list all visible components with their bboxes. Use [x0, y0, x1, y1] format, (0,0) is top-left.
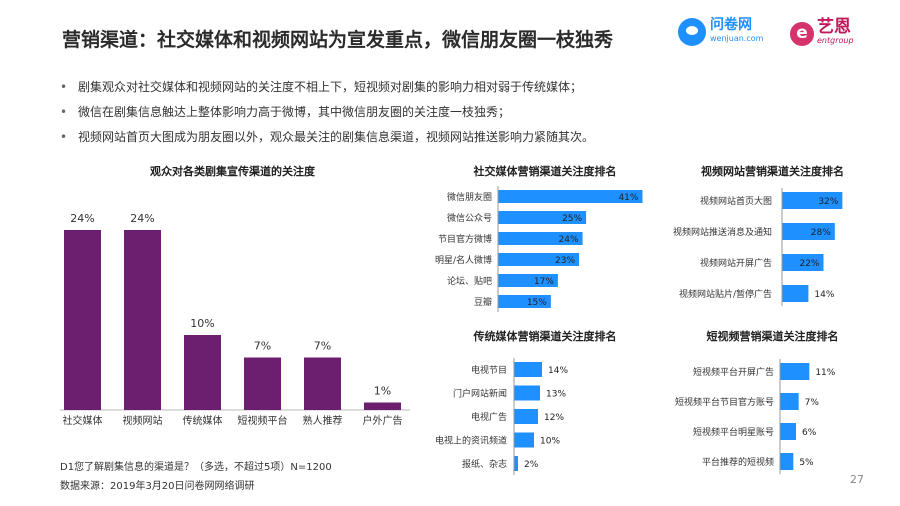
- yien-logo-en: entgroup: [817, 36, 854, 45]
- chart1-value-label-5: 15%: [527, 298, 547, 308]
- chart2-value-label-0: 32%: [818, 197, 838, 207]
- x-tick-label-2: 传统媒体: [183, 414, 223, 427]
- chart4-category-label-0: 短视频平台开屏广告: [693, 366, 774, 378]
- summary-bullets: 剧集观众对社交媒体和视频网站的关注度不相上下，短视频对剧集的影响力相对弱于传统媒…: [60, 80, 840, 155]
- chart2-bar-3: [782, 285, 809, 302]
- chart1-value-label-4: 17%: [534, 277, 554, 287]
- chart2-value-label-1: 28%: [811, 228, 831, 238]
- chart1-bar-1: [498, 211, 587, 224]
- chart3-bar-2: [514, 409, 538, 424]
- wenjuan-logo-cn: 问卷网: [710, 17, 752, 33]
- chart3-category-label-1: 门户网站新闻: [453, 388, 507, 400]
- page-number: 27: [850, 473, 864, 486]
- logos: 问卷网 wenjuan.com e 艺恩 entgroup: [678, 18, 893, 60]
- chart3-bar-4: [514, 456, 518, 471]
- bullet-item: 剧集观众对社交媒体和视频网站的关注度不相上下，短视频对剧集的影响力相对弱于传统媒…: [60, 80, 840, 105]
- x-tick-label-1: 视频网站: [123, 414, 163, 427]
- chart4-bar-1: [780, 393, 799, 410]
- bar-1: [124, 230, 161, 410]
- bar-value-label-2: 10%: [190, 317, 214, 330]
- chart2-bar-1: [782, 223, 835, 240]
- chart1-bar-4: [498, 274, 558, 287]
- chart1-category-label-0: 微信朋友圈: [447, 191, 492, 203]
- traditional-chart-title: 传统媒体营销渠道关注度排名: [473, 330, 617, 343]
- chart2-category-label-2: 视频网站开屏广告: [700, 257, 772, 269]
- chart2-category-label-1: 视频网站推送消息及通知: [673, 226, 772, 238]
- chart2-bar-2: [782, 254, 824, 271]
- chart3-value-label-3: 10%: [540, 437, 560, 447]
- x-tick-label-5: 户外广告: [363, 414, 403, 427]
- x-tick-label-3: 短视频平台: [238, 414, 288, 427]
- wenjuan-logo: 问卷网 wenjuan.com: [678, 18, 763, 46]
- bullet-item: 微信在剧集信息触达上整体影响力高于微博，其中微信朋友圈的关注度一枝独秀；: [60, 105, 840, 130]
- chart2-category-label-3: 视频网站贴片/暂停广告: [679, 288, 772, 300]
- wenjuan-logo-en: wenjuan.com: [710, 34, 764, 43]
- chart3-value-label-1: 13%: [546, 390, 566, 400]
- video-chart-title: 视频网站营销渠道关注度排名: [701, 165, 844, 178]
- chart2-value-label-2: 22%: [799, 259, 819, 269]
- chart1-category-label-3: 明星/名人微博: [435, 254, 492, 266]
- bar-3: [244, 357, 281, 410]
- wenjuan-logo-icon: [678, 18, 706, 46]
- chart1-bar-5: [498, 295, 551, 308]
- main-chart-title: 观众对各类剧集宣传渠道的关注度: [150, 165, 315, 178]
- social-chart-title: 社交媒体营销渠道关注度排名: [473, 165, 617, 178]
- chart4-category-label-2: 短视频平台明星账号: [693, 426, 774, 438]
- yien-logo: e 艺恩 entgroup: [790, 17, 854, 48]
- chart3-bar-1: [514, 385, 540, 401]
- chart1-category-label-5: 豆瓣: [474, 297, 492, 308]
- x-tick-label-4: 熟人推荐: [303, 414, 343, 427]
- chart3-category-label-3: 电视上的资讯频道: [435, 435, 507, 447]
- bar-5: [364, 402, 401, 410]
- chart4-value-label-1: 7%: [805, 398, 820, 408]
- bar-value-label-3: 7%: [254, 340, 271, 353]
- chart4-value-label-3: 5%: [799, 458, 814, 468]
- bullet-item: 视频网站首页大图成为朋友圈以外，观众最关注的剧集信息渠道，视频网站推送影响力紧随…: [60, 130, 840, 155]
- chart1-category-label-2: 节目官方微博: [438, 233, 492, 245]
- chart1-category-label-4: 论坛、贴吧: [447, 275, 492, 287]
- page-title: 营销渠道：社交媒体和视频网站为宣发重点，微信朋友圈一枝独秀: [62, 29, 614, 51]
- chart2-value-label-3: 14%: [814, 290, 834, 300]
- chart1-bar-0: [498, 190, 643, 203]
- bar-value-label-4: 7%: [314, 340, 331, 353]
- chart1-value-label-3: 23%: [555, 256, 575, 266]
- chart4-category-label-3: 平台推荐的短视频: [702, 456, 774, 468]
- chart3-value-label-4: 2%: [524, 460, 539, 470]
- chart4-value-label-2: 6%: [802, 428, 817, 438]
- bar-0: [64, 230, 101, 410]
- chart3-category-label-0: 电视节目: [471, 364, 507, 376]
- chart1-bar-2: [498, 232, 583, 245]
- chart4-bar-2: [780, 423, 796, 440]
- bar-4: [304, 357, 341, 410]
- chart3-bar-3: [514, 432, 534, 448]
- bar-2: [184, 335, 221, 410]
- chart3-value-label-2: 12%: [544, 413, 564, 423]
- chart1-category-label-1: 微信公众号: [447, 212, 492, 224]
- chart3-bar-0: [514, 362, 542, 377]
- chart3-category-label-2: 电视广告: [471, 411, 507, 423]
- chart1-value-label-0: 41%: [618, 193, 638, 203]
- chart2-category-label-0: 视频网站首页大图: [700, 195, 772, 207]
- chart1-bar-3: [498, 253, 580, 266]
- footnote-question: D1您了解剧集信息的渠道是？（多选，不超过5项）N=1200: [60, 462, 332, 473]
- chart1-value-label-1: 25%: [562, 214, 582, 224]
- yien-logo-icon: e: [790, 22, 814, 46]
- shortvideo-chart-title: 短视频营销渠道关注度排名: [706, 330, 839, 343]
- bar-value-label-1: 24%: [130, 212, 154, 225]
- chart1-value-label-2: 24%: [559, 235, 579, 245]
- bar-value-label-0: 24%: [70, 212, 94, 225]
- chart4-bar-3: [780, 453, 794, 470]
- footnote-source: 数据来源：2019年3月20日问卷网网络调研: [60, 481, 255, 492]
- bar-value-label-5: 1%: [374, 385, 391, 398]
- chart2-bar-0: [782, 192, 843, 209]
- chart4-bar-0: [780, 363, 810, 380]
- yien-logo-cn: 艺恩: [817, 17, 851, 37]
- chart3-category-label-4: 报纸、杂志: [462, 458, 507, 470]
- chart3-value-label-0: 14%: [548, 366, 568, 376]
- chart4-category-label-1: 短视频平台节目官方账号: [675, 396, 774, 408]
- chart4-value-label-0: 11%: [815, 368, 835, 378]
- x-tick-label-0: 社交媒体: [63, 414, 103, 427]
